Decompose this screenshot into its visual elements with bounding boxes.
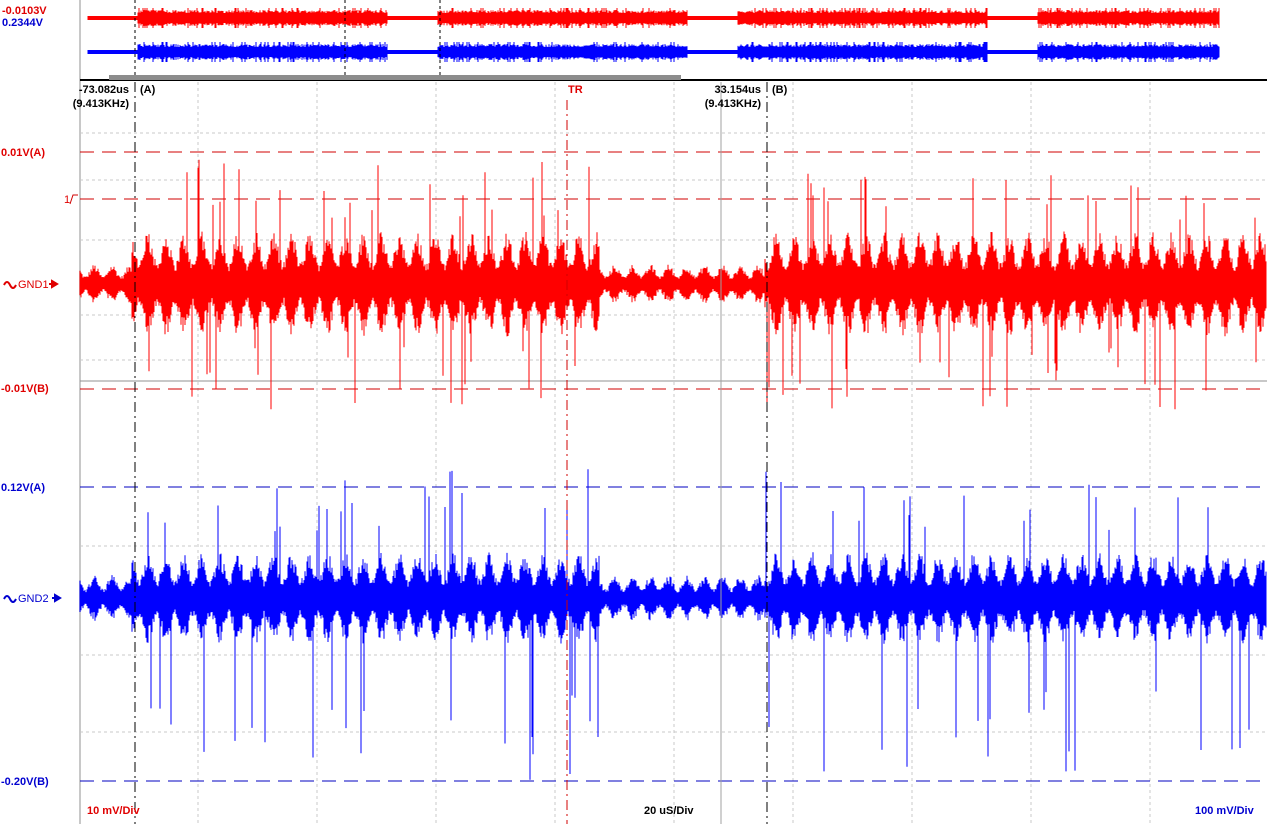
cursor-b-time: 33.154us [715,84,761,96]
cursor-a-freq: (9.413KHz) [73,98,130,110]
cursor-a-label: (A) [140,84,156,96]
ch2-trace [79,469,1267,780]
cursor-b-label: (B) [772,84,788,96]
ch1-cursor-b-label: -0.01V(B) [1,383,49,395]
ch1-ground-arrow-icon[interactable] [49,279,59,289]
ch2-cursor-b-label: -0.20V(B) [1,776,49,788]
grid [80,82,1267,824]
ch2-readout: 0.2344V [2,17,44,29]
trigger-label: TR [568,84,583,96]
overview-ch1-trace [87,8,1220,28]
overview-view-window[interactable] [109,75,681,80]
ac-coupling-icon [3,281,17,289]
ch1-trace [79,159,1267,410]
time-scale: 20 uS/Div [644,805,694,817]
ch1-ground-label[interactable]: GND1 [18,279,49,291]
ch2-scale: 100 mV/Div [1195,805,1255,817]
ch1-readout: -0.0103V [2,5,47,17]
trigger-level-label: 1 [64,194,70,206]
ch2-cursor-a-label: 0.12V(A) [1,482,45,494]
cursor-a-time: -73.082us [79,84,129,96]
cursor-b-freq: (9.413KHz) [705,98,762,110]
ch1-cursor-a-label: 0.01V(A) [1,147,45,159]
trigger-edge-icon [69,194,78,205]
ch2-ground-arrow-icon[interactable] [52,593,62,603]
ch2-ground-label[interactable]: GND2 [18,593,49,605]
ch1-scale: 10 mV/Div [87,805,140,817]
overview-ch2-trace [87,42,1220,62]
ac-coupling-icon [3,595,17,603]
